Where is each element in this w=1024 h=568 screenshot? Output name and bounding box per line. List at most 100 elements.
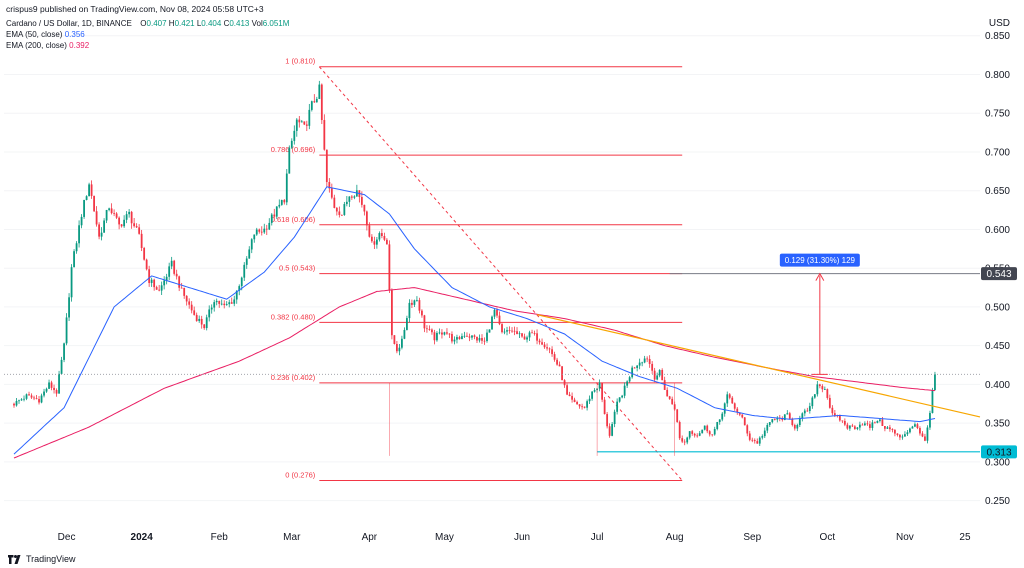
candle-body [370, 236, 373, 242]
measure-arrowhead [815, 272, 825, 281]
price-axis[interactable]: 0.2500.3000.3500.4000.4500.5000.5500.600… [981, 31, 1017, 507]
candle-body [583, 406, 586, 408]
candle-body [398, 347, 401, 352]
candle-body [338, 211, 341, 215]
candle-body [363, 204, 366, 212]
candle-body [716, 422, 719, 430]
candle-body [598, 382, 601, 389]
candle-body [150, 279, 153, 283]
candle-body [886, 427, 889, 429]
fib-level-label: 0.5 (0.543) [279, 264, 316, 273]
candle-body [924, 436, 926, 441]
candle-body [105, 209, 108, 221]
chart-grid [4, 35, 980, 502]
candle-body [863, 423, 866, 426]
candle-body [223, 303, 226, 306]
ema200-legend[interactable]: EMA (200, close) 0.392 [6, 41, 89, 50]
candle-body [686, 437, 689, 443]
candle-body [901, 436, 904, 438]
candle-body [115, 213, 118, 218]
candle-body [195, 314, 198, 321]
candle-body [753, 440, 756, 442]
fib-level-label: 1 (0.810) [285, 57, 316, 66]
candle-body [340, 214, 343, 216]
candle-body [125, 214, 128, 220]
candle-body [431, 329, 433, 333]
candle-body [616, 401, 619, 412]
candle-body [368, 225, 371, 237]
x-tick-label: Apr [362, 532, 378, 543]
candle-body [260, 231, 263, 233]
candle-body [486, 332, 488, 342]
candle-body [248, 249, 251, 259]
candle-body [396, 343, 398, 352]
candle-body [853, 426, 856, 429]
ohlc-h-label: H [168, 19, 175, 28]
candle-body [701, 429, 704, 434]
candle-body [193, 310, 196, 315]
currency-label: USD [988, 18, 1010, 29]
candle-body [55, 390, 58, 394]
candle-body [240, 277, 243, 287]
candle-body [741, 414, 744, 418]
candle-body [230, 302, 233, 304]
candle-body [746, 425, 749, 434]
candle-body [73, 251, 75, 268]
candle-body [671, 398, 674, 405]
ohlc-o-label: O [140, 19, 147, 28]
candle-body [861, 424, 864, 426]
candle-body [536, 333, 538, 341]
candle-body [175, 273, 178, 277]
candle-body [185, 295, 188, 302]
candle-body [894, 430, 896, 434]
candle-body [621, 395, 624, 398]
fib-level-label: 0.786 (0.696) [271, 145, 316, 154]
x-tick-label: Mar [283, 532, 301, 543]
candle-body [265, 228, 268, 230]
candle-body [418, 300, 421, 311]
fibonacci-retracement[interactable]: 1 (0.810) 0.786 (0.696) 0.618 (0.606) 0.5 (… [271, 57, 683, 481]
tradingview-brand[interactable]: TradingView [8, 554, 76, 564]
candle-body [345, 201, 348, 205]
candle-body [691, 431, 694, 434]
candle-body [406, 318, 408, 330]
candle-body [446, 332, 448, 334]
fib-level-label: 0.236 (0.402) [271, 373, 316, 382]
candle-body [633, 367, 636, 369]
candle-body [561, 366, 563, 381]
candle-body [868, 424, 871, 428]
candle-body [263, 228, 266, 233]
candle-body [456, 337, 458, 340]
time-axis[interactable]: Dec 2024 Feb Mar Apr May Jun Jul Aug Sep Oct Nov 25 [58, 532, 971, 543]
candle-body [481, 338, 483, 341]
candle-body [756, 441, 759, 444]
candle-body [25, 394, 28, 399]
candle-body [451, 334, 453, 342]
support-price-badge-bg [981, 445, 1017, 459]
ema50-legend[interactable]: EMA (50, close) 0.356 [6, 30, 85, 39]
candle-body [103, 220, 106, 233]
candle-body [380, 233, 383, 237]
candle-body [163, 280, 166, 286]
candle-body [761, 436, 764, 438]
resistance-price-badge: 0.543 [986, 269, 1011, 280]
candle-body [586, 401, 588, 408]
candle-body [170, 260, 173, 267]
candle-body [658, 370, 661, 376]
candle-body [180, 287, 183, 289]
candle-body [290, 140, 293, 148]
candle-body [468, 336, 471, 338]
candle-body [666, 389, 669, 397]
chart-drawings[interactable]: 0.129 (31.30%) 129 [4, 253, 981, 456]
candle-body [471, 335, 473, 338]
candle-body [198, 318, 201, 321]
candle-body [373, 241, 376, 245]
symbol-legend[interactable]: Cardano / US Dollar, 1D, BINANCE O0.407 … [6, 19, 289, 28]
candle-body [541, 342, 543, 345]
ema200-value: 0.392 [69, 41, 90, 50]
y-tick-label: 0.850 [985, 31, 1010, 42]
candle-body [606, 414, 609, 427]
candle-body [911, 426, 914, 429]
ohlc-l-label: L [196, 19, 202, 28]
